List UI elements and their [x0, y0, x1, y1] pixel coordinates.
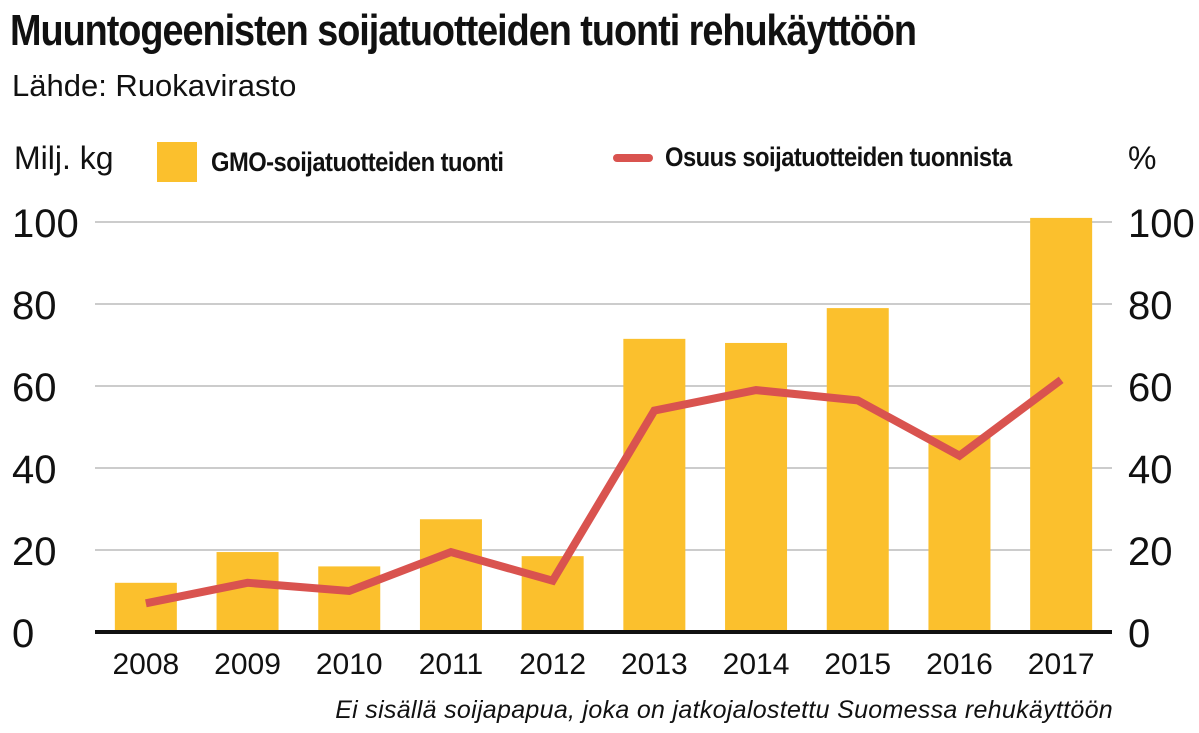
x-tick-label: 2017 [1028, 648, 1095, 681]
x-tick-label: 2011 [419, 648, 484, 681]
bar-2010 [318, 566, 381, 632]
y-tick-label-left: 100 [12, 202, 79, 246]
x-tick-label: 2014 [723, 648, 790, 681]
left-axis-unit: Milj. kg [14, 140, 114, 176]
legend-label-bars: GMO-soijatuotteiden tuonti [211, 146, 504, 177]
bar-2013 [623, 338, 686, 632]
footnote: Ei sisällä soijapapua, joka on jatkojalo… [335, 696, 1113, 724]
bar-2011 [419, 519, 482, 632]
bar-2012 [521, 556, 584, 632]
share-line [145, 376, 1064, 608]
legend-item-bars: GMO-soijatuotteiden tuonti [157, 142, 543, 182]
y-tick-label-left: 40 [12, 448, 57, 492]
legend-label-line: Osuus soijatuotteiden tuonnista [665, 142, 1012, 172]
x-tick-label: 2008 [112, 648, 179, 681]
y-tick-label-right: 20 [1128, 530, 1173, 574]
y-tick-label-right: 0 [1128, 612, 1150, 656]
y-tick-label-right: 40 [1128, 448, 1173, 492]
bar-2017 [1030, 217, 1093, 632]
y-tick-label-left: 20 [12, 530, 57, 574]
axes: 0 0 20 20 40 40 60 60 80 80 100 100 2008 2009 2010 2011… [12, 202, 1195, 681]
chart-source: Lähde: Ruokavirasto [12, 68, 297, 103]
line-series [145, 376, 1064, 608]
y-tick-label-right: 100 [1128, 202, 1195, 246]
x-tick-label: 2016 [926, 648, 993, 681]
y-tick-label-right: 80 [1128, 284, 1173, 328]
y-tick-label-left: 0 [12, 612, 34, 656]
x-tick-label: 2010 [316, 648, 383, 681]
y-tick-label-left: 80 [12, 284, 57, 328]
bar-2009 [216, 552, 279, 632]
bar-2016 [928, 435, 991, 632]
bar-2015 [826, 308, 889, 632]
y-tick-label-left: 60 [12, 366, 57, 410]
legend-swatch-line [613, 153, 653, 162]
legend-item-line: Osuus soijatuotteiden tuonnista [613, 142, 1059, 173]
right-axis-unit: % [1128, 140, 1157, 176]
x-tick-label: 2012 [519, 648, 586, 681]
x-tick-label: 2013 [621, 648, 688, 681]
legend-swatch-bar [157, 142, 197, 182]
chart-title: Muuntogeenisten soijatuotteiden tuonti r… [10, 6, 917, 55]
bar-series [114, 217, 1093, 632]
x-tick-label: 2015 [824, 648, 891, 681]
y-tick-label-right: 60 [1128, 366, 1173, 410]
x-tick-label: 2009 [214, 648, 281, 681]
bar-2008 [114, 582, 177, 632]
